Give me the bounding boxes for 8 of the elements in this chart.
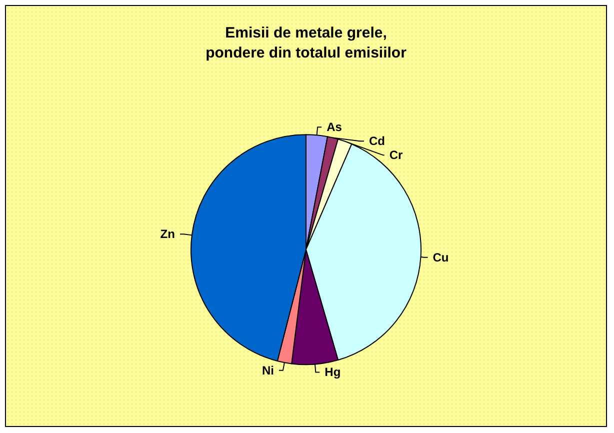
slice-label: Zn <box>160 227 175 242</box>
chart-title: Emisii de metale grele, pondere din totalul emisiilor <box>206 24 407 62</box>
slice-label: Cd <box>368 134 385 148</box>
slice-label: Ni <box>262 363 274 378</box>
slice-label: As <box>326 120 342 134</box>
slice-label: Hg <box>324 365 341 380</box>
slice-label: Cu <box>432 250 449 264</box>
slice-label: Cr <box>389 148 403 162</box>
